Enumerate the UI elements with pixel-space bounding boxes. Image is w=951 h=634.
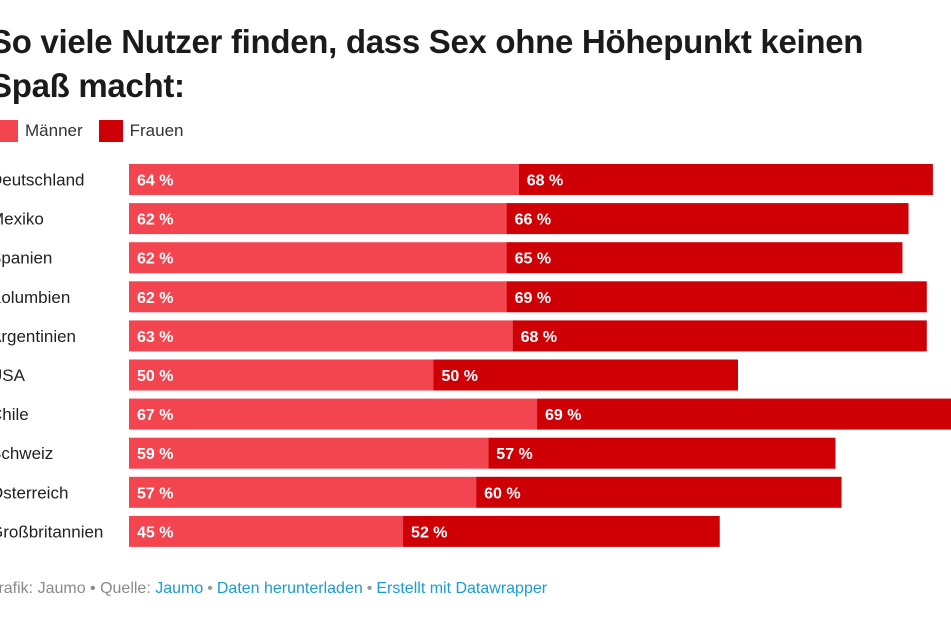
- bar-segment-frauen: [518, 164, 933, 195]
- legend-item-maenner: Männer: [0, 120, 83, 142]
- value-label-frauen: 68 %: [527, 173, 563, 190]
- bar-segment-maenner: [129, 398, 538, 430]
- category-label: Mexiko: [0, 210, 44, 229]
- bar-segment-maenner: [129, 359, 434, 391]
- download-data-link[interactable]: Daten herunterladen: [216, 580, 363, 597]
- bar-segment-maenner: [129, 515, 404, 547]
- legend-item-frauen: Frauen: [98, 120, 184, 142]
- bar-segment-maenner: [129, 476, 477, 508]
- value-label-frauen: 60 %: [484, 485, 520, 502]
- value-label-frauen: 52 %: [411, 524, 447, 541]
- category-label: Österreich: [0, 483, 68, 502]
- bar-segment-frauen: [506, 281, 927, 313]
- footer-separator: •: [366, 580, 373, 597]
- legend-swatch-maenner: [0, 120, 18, 142]
- bar-segment-maenner: [129, 164, 519, 195]
- chart-footer: Grafik: Jaumo • Quelle: Jaumo • Daten heru…: [0, 580, 547, 598]
- category-label: USA: [0, 366, 26, 385]
- made-with-datawrapper-link[interactable]: Erstellt mit Datawrapper: [376, 580, 548, 597]
- legend: Männer Frauen: [0, 120, 200, 142]
- bar-segment-frauen: [512, 320, 927, 352]
- value-label-frauen: 57 %: [496, 446, 532, 463]
- bar-segment-frauen: [403, 515, 720, 547]
- value-label-frauen: 65 %: [515, 251, 551, 268]
- bar-segment-frauen: [433, 359, 738, 391]
- bar-segment-frauen: [476, 476, 842, 508]
- bar-segment-maenner: [129, 203, 507, 235]
- value-label-maenner: 63 %: [137, 329, 173, 346]
- value-label-maenner: 64 %: [137, 173, 173, 190]
- legend-swatch-frauen: [98, 120, 123, 142]
- value-label-frauen: 68 %: [521, 329, 557, 346]
- bar-segment-maenner: [129, 320, 513, 352]
- value-label-maenner: 62 %: [137, 212, 173, 229]
- category-label: Deutschland: [0, 171, 85, 190]
- value-label-maenner: 67 %: [137, 407, 173, 424]
- bar-segment-frauen: [488, 437, 836, 469]
- category-label: Spanien: [0, 249, 52, 268]
- value-label-frauen: 69 %: [515, 290, 551, 307]
- category-label: Großbritannien: [0, 522, 103, 541]
- bar-segment-frauen: [506, 203, 909, 235]
- value-label-maenner: 62 %: [137, 251, 173, 268]
- value-label-maenner: 50 %: [137, 368, 173, 385]
- chart-title: So viele Nutzer finden, dass Sex ohne Hö…: [0, 23, 864, 104]
- category-label: Kolumbien: [0, 288, 70, 307]
- value-label-frauen: 50 %: [442, 368, 478, 385]
- legend-label-frauen: Frauen: [129, 121, 184, 140]
- value-label-maenner: 57 %: [137, 485, 173, 502]
- value-label-maenner: 62 %: [137, 290, 173, 307]
- bar-segment-frauen: [506, 242, 903, 274]
- bar-segment-maenner: [129, 437, 489, 469]
- bar-segment-frauen: [537, 398, 951, 430]
- category-label: Schweiz: [0, 444, 53, 463]
- category-label: Argentinien: [0, 327, 76, 346]
- value-label-frauen: 69 %: [545, 407, 581, 424]
- footer-prefix: Grafik: Jaumo • Quelle:: [0, 580, 156, 597]
- source-link[interactable]: Jaumo: [155, 580, 204, 597]
- bar-segment-maenner: [129, 281, 507, 313]
- value-label-frauen: 66 %: [515, 212, 551, 229]
- footer-separator: •: [207, 580, 213, 597]
- value-label-maenner: 59 %: [137, 446, 173, 463]
- legend-label-maenner: Männer: [25, 121, 83, 140]
- bar-segment-maenner: [129, 242, 507, 274]
- value-label-maenner: 45 %: [137, 524, 173, 541]
- category-label: Chile: [0, 405, 29, 424]
